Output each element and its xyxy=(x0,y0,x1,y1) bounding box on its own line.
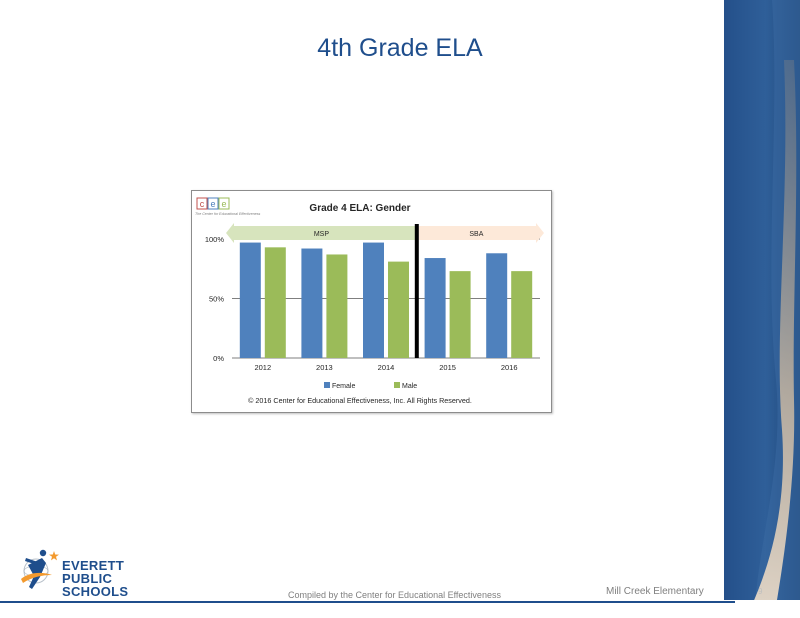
bar-male xyxy=(388,261,409,358)
footer-divider xyxy=(0,601,735,603)
cee-logo-letter: c xyxy=(200,199,205,209)
x-tick-label: 2013 xyxy=(316,363,333,372)
y-tick-label: 0% xyxy=(213,354,224,363)
cee-logo-tagline: The Center for Educational Effectiveness xyxy=(195,212,261,216)
bar-female xyxy=(424,258,446,358)
assessment-arrow xyxy=(416,223,544,243)
legend-swatch xyxy=(324,382,330,388)
x-tick-label: 2012 xyxy=(254,363,271,372)
bar-female xyxy=(301,248,323,358)
bar-male xyxy=(264,247,286,358)
cee-logo: c e e The Center for Educational Effecti… xyxy=(195,197,261,216)
bar-male xyxy=(326,254,348,358)
side-decor-band xyxy=(724,0,800,618)
slide-title: 4th Grade ELA xyxy=(317,34,483,62)
cee-logo-letter: e xyxy=(221,199,226,209)
bar-male xyxy=(511,271,533,358)
legend-swatch xyxy=(394,382,400,388)
x-tick-label: 2016 xyxy=(501,363,518,372)
bar-female xyxy=(239,242,261,358)
assessment-label: SBA xyxy=(469,231,483,238)
logo-word: EVERETT xyxy=(62,558,125,573)
chart-title: Grade 4 ELA: Gender xyxy=(309,203,410,214)
logo-word: SCHOOLS xyxy=(62,584,129,599)
gender-chart: c e e The Center for Educational Effecti… xyxy=(191,190,552,413)
footer-school-name: Mill Creek Elementary xyxy=(606,586,704,597)
assessment-bands: MSP SBA xyxy=(226,223,544,243)
y-tick-label: 50% xyxy=(209,295,224,304)
bar-male xyxy=(449,271,471,358)
bars xyxy=(239,224,533,358)
everett-public-schools-logo: EVERETT PUBLIC SCHOOLS xyxy=(18,549,158,601)
chart-copyright: © 2016 Center for Educational Effectiven… xyxy=(248,396,472,405)
assessment-arrow xyxy=(226,223,417,243)
x-tick-label: 2014 xyxy=(378,363,395,372)
bar-female xyxy=(486,253,508,358)
chart-canvas: c e e The Center for Educational Effecti… xyxy=(195,197,544,405)
page-number: 9 xyxy=(758,587,763,596)
legend: Female Male xyxy=(324,382,417,390)
axis-labels: 0% 50% 100% 2012 2013 2014 2015 2016 xyxy=(205,235,518,372)
x-tick-label: 2015 xyxy=(439,363,456,372)
cee-logo-letter: e xyxy=(210,199,215,209)
bar-female xyxy=(363,242,384,358)
logo-word: PUBLIC xyxy=(62,571,113,586)
assessment-label: MSP xyxy=(314,231,330,238)
footer-credit: Compiled by the Center for Educational E… xyxy=(288,590,501,600)
legend-label: Female xyxy=(332,383,355,390)
legend-label: Male xyxy=(402,383,417,390)
student-figure-icon xyxy=(21,549,59,589)
y-tick-label: 100% xyxy=(205,235,225,244)
